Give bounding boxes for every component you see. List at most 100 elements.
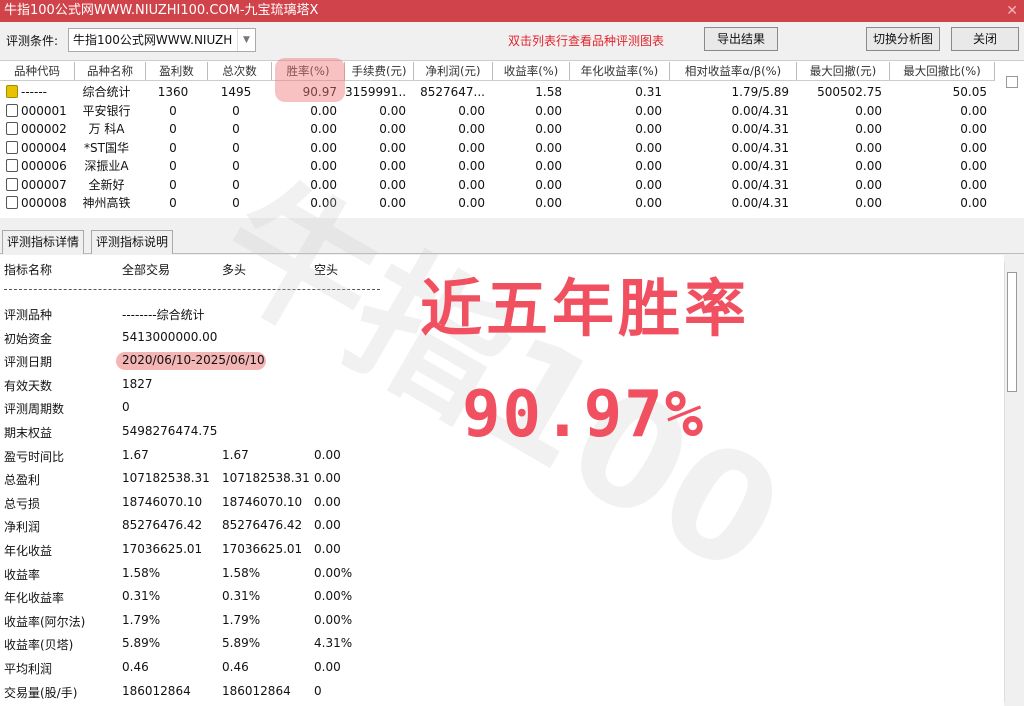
table-cell: 0.00 bbox=[855, 103, 882, 118]
detail-row: 收益率 1.58% 1.58% 0.00% bbox=[4, 566, 404, 586]
table-cell: 0.00 bbox=[855, 159, 882, 173]
detail-cell: 0.00% bbox=[314, 589, 353, 604]
table-cell: 1.58 bbox=[535, 85, 562, 99]
table-cell: 3159991.... bbox=[345, 85, 406, 99]
table-cell: 0 bbox=[169, 122, 177, 136]
detail-row: 年化收益 17036625.01 17036625.01 0.00 bbox=[4, 542, 404, 562]
table-cell: 50.05 bbox=[952, 85, 987, 99]
table-row[interactable]: 000001 平安银行 0 0 0.00 0.00 0.00 0.00 0.00 0.00/4.3… bbox=[0, 102, 1000, 120]
detail-cell: 1.79% bbox=[222, 612, 261, 627]
table-cell: 0.00 bbox=[960, 177, 987, 192]
close-button[interactable]: 关闭 bbox=[951, 27, 1019, 51]
detail-cell: 0.00 bbox=[314, 542, 341, 556]
table-row[interactable]: 000002 万 科A 0 0 0.00 0.00 0.00 0.00 0.00 0.00/4.3… bbox=[0, 120, 1000, 138]
column-header[interactable]: 盈利数 bbox=[146, 62, 208, 81]
detail-cell: 0.00 bbox=[314, 494, 341, 509]
table-cell: 0.00 bbox=[960, 103, 987, 118]
table-row[interactable]: 000008 神州高铁 0 0 0.00 0.00 0.00 0.00 0.00 0.00/4.3… bbox=[0, 194, 1000, 212]
column-header[interactable]: 收益率(%) bbox=[493, 62, 570, 81]
cell-text: 000004 bbox=[21, 140, 67, 155]
table-cell: 0.00 bbox=[635, 196, 662, 210]
table-cell: 0.00 bbox=[960, 196, 987, 210]
column-header[interactable]: 最大回撤(元) bbox=[797, 62, 890, 81]
detail-cell: 全部交易 bbox=[122, 263, 171, 277]
column-chooser-checkbox[interactable] bbox=[1006, 76, 1018, 88]
column-header[interactable]: 手续费(元) bbox=[345, 62, 414, 81]
table-cell: 0.00 bbox=[535, 122, 562, 136]
window-close-icon[interactable]: ✕ bbox=[1006, 3, 1018, 19]
detail-cell: 186012864 bbox=[222, 683, 291, 698]
detail-cell: 总亏损 bbox=[4, 496, 41, 511]
table-cell: 0 bbox=[169, 159, 177, 173]
overlay-value: 90.97% bbox=[462, 378, 706, 452]
column-header[interactable]: 相对收益率α/β(%) bbox=[670, 62, 797, 81]
condition-select[interactable]: 牛指100公式网WWW.NIUZH ▼ bbox=[68, 28, 256, 52]
table-cell: 0 bbox=[232, 196, 240, 210]
export-button[interactable]: 导出结果 bbox=[704, 27, 778, 51]
stock-icon bbox=[6, 140, 18, 154]
table-cell: 0 bbox=[232, 103, 240, 118]
table-cell: 0.00 bbox=[458, 140, 485, 155]
column-header[interactable]: 胜率(%) bbox=[272, 62, 345, 81]
table-cell: 综合统计 bbox=[82, 85, 131, 99]
detail-row: 有效天数 1827 bbox=[4, 377, 404, 397]
table-row[interactable]: 000004 *ST国华 0 0 0.00 0.00 0.00 0.00 0.00 0.00/4.… bbox=[0, 139, 1000, 157]
cell-code: 000001 bbox=[0, 102, 67, 120]
detail-cell: 0.00 bbox=[314, 447, 341, 462]
table-cell: 0.00 bbox=[855, 177, 882, 192]
detail-cell: 107182538.31 bbox=[122, 471, 210, 486]
scrollbar-thumb[interactable] bbox=[1007, 272, 1017, 392]
switch-chart-button[interactable]: 切换分析图 bbox=[866, 27, 940, 51]
column-header[interactable]: 净利润(元) bbox=[414, 62, 493, 81]
table-cell: 0.00 bbox=[960, 159, 987, 173]
table-row[interactable]: ------ 综合统计 1360 1495 90.97 3159991.... 852764… bbox=[0, 83, 1000, 101]
table-row[interactable]: 000007 全新好 0 0 0.00 0.00 0.00 0.00 0.00 0.00/4.31… bbox=[0, 176, 1000, 194]
detail-cell: --------综合统计 bbox=[122, 308, 205, 322]
detail-cell: 1.67 bbox=[222, 447, 249, 462]
detail-cell: 0 bbox=[314, 683, 322, 698]
table-cell: 0.00 bbox=[310, 140, 337, 155]
condition-value: 牛指100公式网WWW.NIUZH bbox=[73, 33, 233, 47]
column-header[interactable]: 品种名称 bbox=[75, 62, 146, 81]
detail-scrollbar[interactable] bbox=[1004, 262, 1018, 702]
cell-code: ------ bbox=[0, 83, 67, 101]
table-cell: 1360 bbox=[157, 85, 189, 99]
table-cell: 0.00 bbox=[310, 159, 337, 173]
table-cell: 0.00 bbox=[960, 122, 987, 136]
detail-cell: 0.46 bbox=[222, 660, 249, 674]
table-cell: 0.00 bbox=[458, 159, 485, 173]
table-cell: 0.00 bbox=[535, 196, 562, 210]
table-cell: 万 科A bbox=[88, 122, 125, 136]
tab-indicator-explain[interactable]: 评测指标说明 bbox=[91, 230, 174, 254]
table-cell: 0.00 bbox=[310, 103, 337, 118]
table-cell: 0 bbox=[169, 103, 177, 118]
table-cell: 0 bbox=[232, 159, 240, 173]
detail-cell: 0.00 bbox=[314, 518, 341, 533]
table-cell: 1.79/5.89 bbox=[731, 85, 789, 99]
detail-cell: 初始资金 bbox=[4, 331, 53, 346]
table-cell: 8527647... bbox=[420, 85, 485, 99]
detail-cell: 17036625.01 bbox=[122, 542, 203, 556]
chevron-down-icon[interactable]: ▼ bbox=[237, 29, 255, 51]
column-header[interactable]: 最大回撤比(%) bbox=[890, 62, 995, 81]
detail-row: 净利润 85276476.42 85276476.42 0.00 bbox=[4, 518, 404, 538]
table-cell: 0.00 bbox=[379, 177, 406, 192]
table-cell: 平安银行 bbox=[82, 103, 131, 118]
table-cell: 0.00 bbox=[310, 196, 337, 210]
column-header[interactable]: 年化收益率(%) bbox=[570, 62, 670, 81]
column-header[interactable]: 总次数 bbox=[208, 62, 272, 81]
stock-icon bbox=[6, 177, 18, 191]
cell-text: 000001 bbox=[21, 103, 67, 118]
table-cell: 深振业A bbox=[84, 159, 129, 173]
detail-cell: 5.89% bbox=[122, 636, 161, 651]
table-cell: 0.00 bbox=[310, 177, 337, 192]
table-cell: 0.00 bbox=[855, 140, 882, 155]
cell-text: 000008 bbox=[21, 196, 67, 210]
tab-indicator-details[interactable]: 评测指标详情 bbox=[2, 230, 85, 254]
table-row[interactable]: 000006 深振业A 0 0 0.00 0.00 0.00 0.00 0.00 0.00/4.3… bbox=[0, 157, 1000, 175]
detail-cell: 1.58% bbox=[222, 565, 261, 580]
table-cell: 0.00 bbox=[535, 177, 562, 192]
column-header[interactable]: 品种代码 bbox=[0, 62, 75, 81]
table-cell: 0.00 bbox=[458, 122, 485, 136]
hint-text: 双击列表行查看品种评测图表 bbox=[508, 34, 665, 48]
